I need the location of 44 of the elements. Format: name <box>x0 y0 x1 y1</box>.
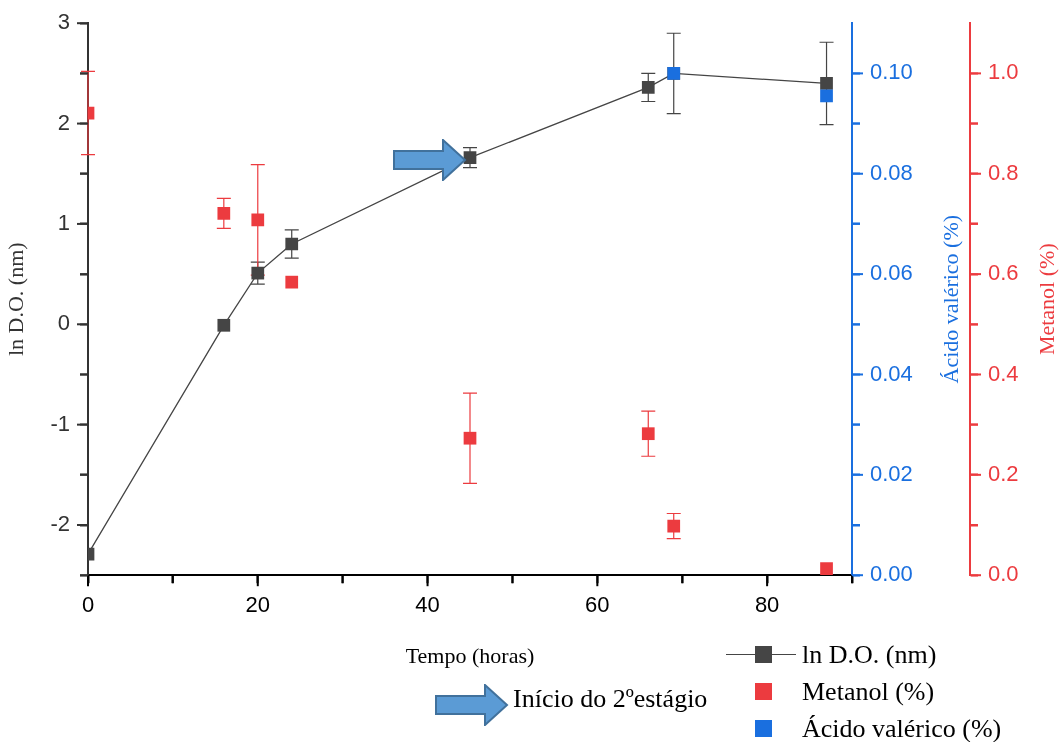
point <box>667 519 681 533</box>
y-tick-label: 2 <box>57 109 70 135</box>
y3-tick-label: 0.2 <box>988 460 1019 486</box>
y2-tick-label: 0.00 <box>870 561 913 587</box>
point <box>463 431 477 445</box>
point <box>641 81 655 94</box>
y2-tick-label: 0.02 <box>870 460 913 486</box>
x-tick-label: 40 <box>415 592 440 618</box>
y3-tick-label: 0.4 <box>988 360 1019 386</box>
y3-tick-label: 0.8 <box>988 159 1019 185</box>
point <box>285 275 299 289</box>
y2-tick-label: 0.04 <box>870 360 913 386</box>
y3-tick-label: 0.6 <box>988 260 1019 286</box>
y-axis-title: ln D.O. (nm) <box>2 242 28 357</box>
y-tick-label: -1 <box>50 410 70 436</box>
y3-tick-label: 1.0 <box>988 59 1019 85</box>
legend-label: Ácido valérico (%) <box>802 713 1002 742</box>
y2-axis-title: Ácido valérico (%) <box>937 214 963 384</box>
point <box>217 318 231 332</box>
y-tick-label: 1 <box>57 209 70 235</box>
x-tick-label: 0 <box>81 592 95 618</box>
text: Início do 2ºestágio <box>513 684 708 714</box>
x-tick-label: 80 <box>754 592 780 618</box>
point <box>820 77 833 90</box>
point <box>217 207 231 220</box>
y2-tick-label: 0.08 <box>870 159 913 185</box>
point <box>251 213 265 227</box>
y-tick-label: -2 <box>50 511 70 537</box>
point <box>641 427 655 441</box>
point <box>820 562 833 576</box>
y3-axis-title: Metanol (%) <box>1033 243 1059 356</box>
x-tick-label: 60 <box>585 592 610 618</box>
point <box>251 266 265 280</box>
y-tick-label: 0 <box>57 310 70 336</box>
y3-tick-label: 0.0 <box>988 561 1019 587</box>
x-tick-label: 20 <box>245 592 271 618</box>
point <box>463 151 477 165</box>
legend-label: Metanol (%) <box>802 676 935 707</box>
legend-label: ln D.O. (nm) <box>802 639 937 670</box>
y2-tick-label: 0.06 <box>870 260 913 286</box>
y-tick-label: 3 <box>57 9 70 35</box>
x-axis-title: Tempo (horas) <box>405 642 535 668</box>
point <box>285 237 299 251</box>
y2-tick-label: 0.10 <box>870 59 913 85</box>
